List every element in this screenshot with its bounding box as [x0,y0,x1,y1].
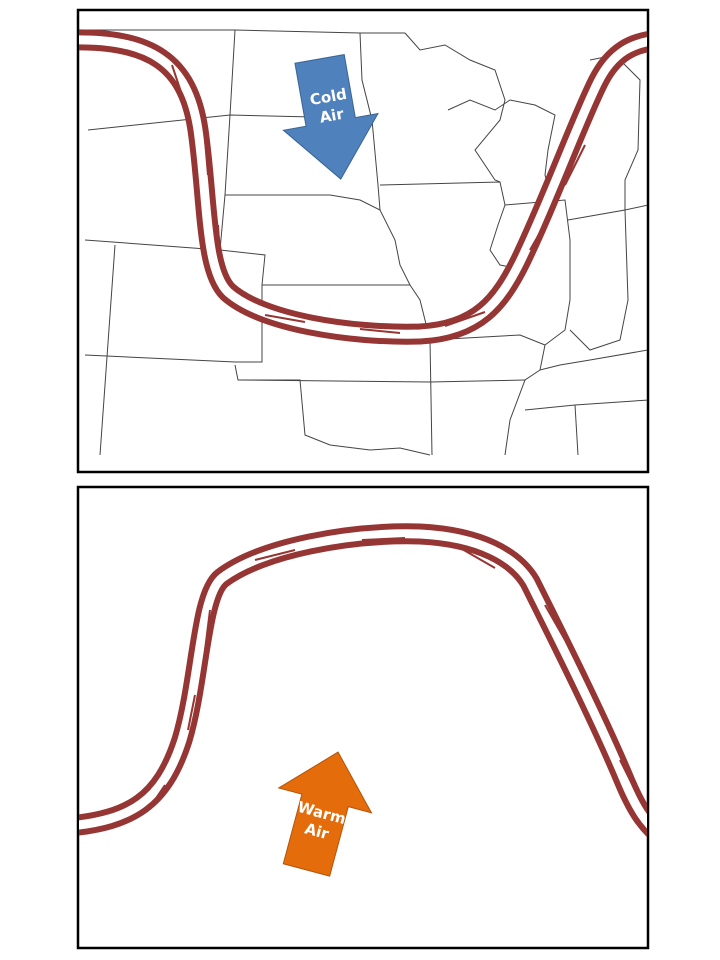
panel-frame [76,485,650,950]
warm-label-line2: Air [303,819,332,843]
panel-frame [76,8,650,474]
cold-air-arrow: Cold Air [282,53,379,180]
jet-stream-trough [79,29,647,345]
jet-stream-ridge [79,523,647,838]
flow-arrows [171,64,611,334]
arrow-up-icon [277,751,373,877]
panel-ridge: Warm Air [76,485,650,950]
panel-trough: Cold Air [76,8,650,474]
flow-arrows [147,537,636,811]
cold-label-line2: Air [318,105,346,127]
warm-air-arrow: Warm Air [277,751,373,877]
arrow-down-icon [282,53,379,180]
